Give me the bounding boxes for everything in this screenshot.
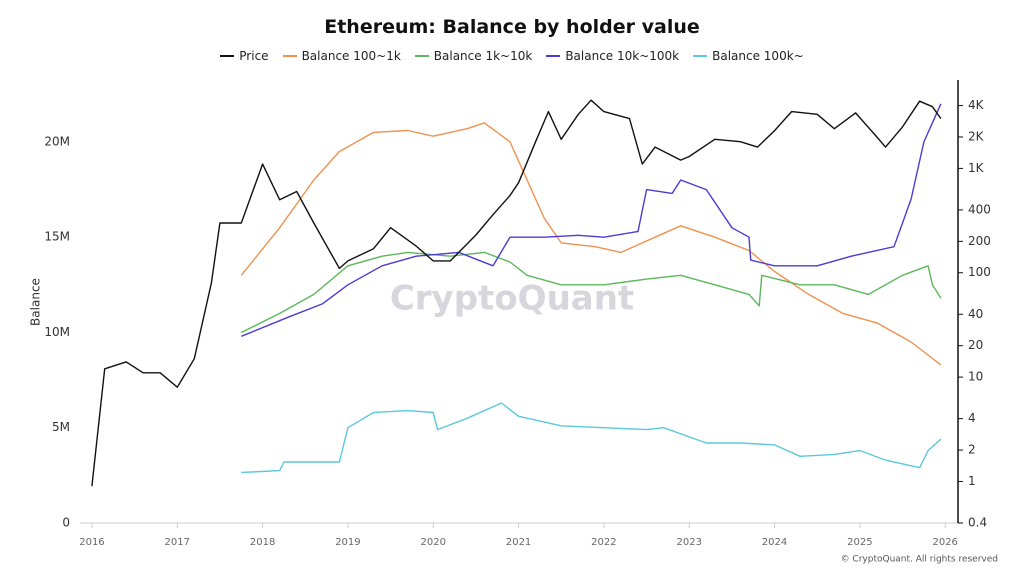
y2-tick-label: 1K: [968, 161, 985, 175]
legend-label: Price: [239, 49, 269, 63]
y2-tick-label: 40: [968, 307, 983, 321]
legend-item[interactable]: Balance 100~1k: [282, 49, 401, 63]
x-tick-label: 2024: [762, 537, 787, 548]
legend-label: Balance 10k~100k: [565, 49, 680, 63]
x-tick-label: 2026: [932, 537, 957, 548]
legend-item[interactable]: Balance 10k~100k: [546, 49, 679, 63]
x-tick-label: 2019: [335, 537, 360, 548]
legend-item[interactable]: Balance 100k~: [693, 49, 804, 63]
footer: © CryptoQuant. All rights reserved: [841, 555, 998, 565]
legend-item[interactable]: Price: [220, 49, 269, 63]
legend-swatch: [414, 55, 429, 57]
y-tick-label: 5M: [52, 420, 70, 434]
legend-label: Balance 100k~: [712, 49, 804, 63]
y-tick-label: 20M: [44, 134, 70, 148]
legend: Price Balance 100~1k Balance 1k~10k Balance…: [0, 49, 1024, 63]
y2-tick-label: 0.4: [968, 516, 987, 530]
x-tick-label: 2020: [421, 537, 446, 548]
y2-tick-label: 400: [968, 202, 991, 216]
series-line: [91, 99, 942, 487]
y2-tick-label: 20: [968, 338, 983, 352]
legend-swatch: [282, 55, 297, 57]
y-tick-label: 15M: [44, 230, 70, 244]
legend-swatch: [220, 55, 235, 57]
y-tick-label: 10M: [44, 325, 70, 339]
series-line: [240, 122, 942, 366]
x-tick-label: 2023: [676, 537, 701, 548]
y-axis-label: Balance: [29, 278, 43, 326]
legend-label: Balance 1k~10k: [433, 49, 533, 63]
y2-tick-label: 10: [968, 370, 983, 384]
y2-tick-label: 1: [968, 474, 976, 488]
series-line: [241, 402, 942, 474]
legend-label: Balance 100~1k: [301, 49, 401, 63]
y2-tick-label: 200: [968, 234, 991, 248]
x-tick-label: 2025: [847, 537, 872, 548]
series-line: [241, 103, 942, 337]
x-tick-label: 2017: [165, 537, 190, 548]
y2-tick-label: 4K: [968, 98, 985, 112]
y-tick-label: 0: [62, 516, 70, 530]
series-line: [240, 251, 942, 334]
legend-swatch: [546, 55, 561, 57]
y2-tick-label: 4: [968, 411, 976, 425]
x-tick-label: 2018: [250, 537, 275, 548]
legend-swatch: [693, 55, 708, 57]
y2-tick-label: 100: [968, 265, 991, 279]
y2-tick-label: 2K: [968, 129, 985, 143]
x-tick-label: 2016: [79, 537, 104, 548]
x-tick-label: 2022: [591, 537, 616, 548]
y2-tick-label: 2: [968, 443, 976, 457]
chart-title: Ethereum: Balance by holder value: [324, 16, 700, 38]
legend-item[interactable]: Balance 1k~10k: [414, 49, 533, 63]
x-tick-label: 2021: [506, 537, 531, 548]
